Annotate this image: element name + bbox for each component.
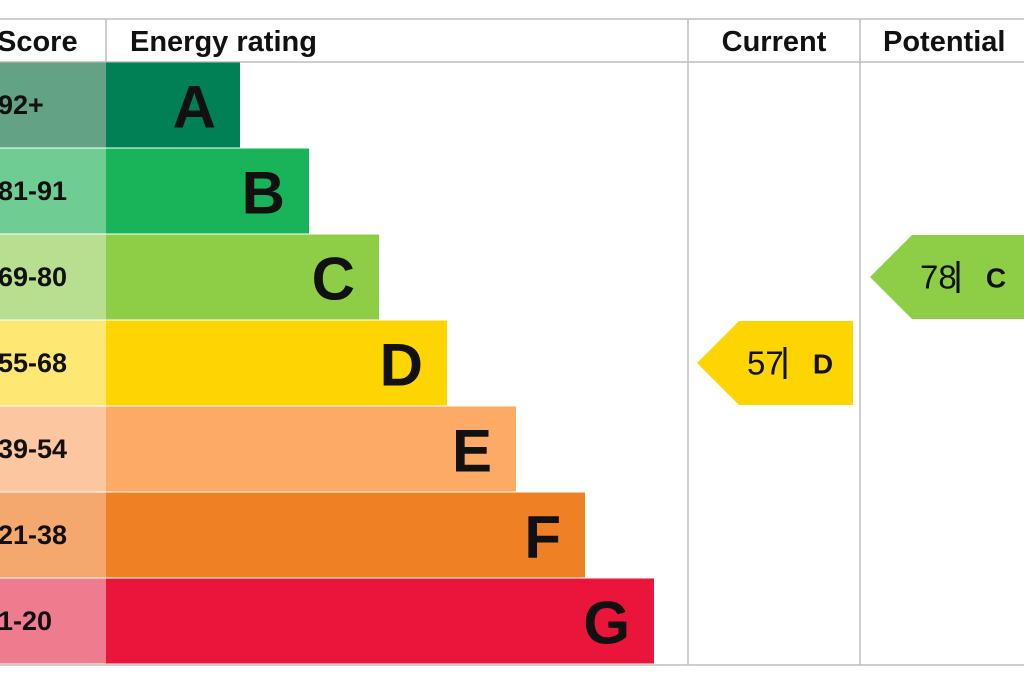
score-label: 55-68 [0,348,67,378]
rating-letter: B [242,160,285,227]
header-rating: Energy rating [130,26,317,58]
score-label: 1-20 [0,606,52,636]
rating-bar [106,578,654,664]
rating-letter: A [173,74,216,141]
score-cell [0,62,106,148]
rating-bar [106,492,585,578]
score-label: 39-54 [0,434,67,464]
score-cell [0,406,106,492]
rating-letter: D [380,332,423,399]
score-cell [0,234,106,320]
header-potential: Potential [883,26,1005,58]
current-letter: D [813,349,833,380]
potential-letter: C [986,263,1006,294]
potential-value: 78 [920,259,957,296]
rating-bar [106,234,379,320]
rating-bar [106,320,447,406]
rating-bar [106,62,240,148]
header-current: Current [722,26,827,58]
score-label: 21-38 [0,520,67,550]
score-label: 81-91 [0,176,67,206]
rating-letter: G [583,590,630,657]
rating-letter: E [452,418,492,485]
score-cell [0,578,106,664]
rating-bar [106,148,309,234]
rating-letter: F [524,504,561,571]
rating-letter: C [312,246,355,313]
current-value: 57 [747,345,784,382]
grid [0,18,1024,666]
header-score: Score [0,26,78,58]
score-cell [0,492,106,578]
rating-bar [106,406,516,492]
score-cell [0,320,106,406]
current-arrow [697,321,853,405]
potential-arrow [870,235,1024,319]
score-label: 69-80 [0,262,67,292]
score-cell [0,148,106,234]
score-label: 92+ [0,90,44,120]
